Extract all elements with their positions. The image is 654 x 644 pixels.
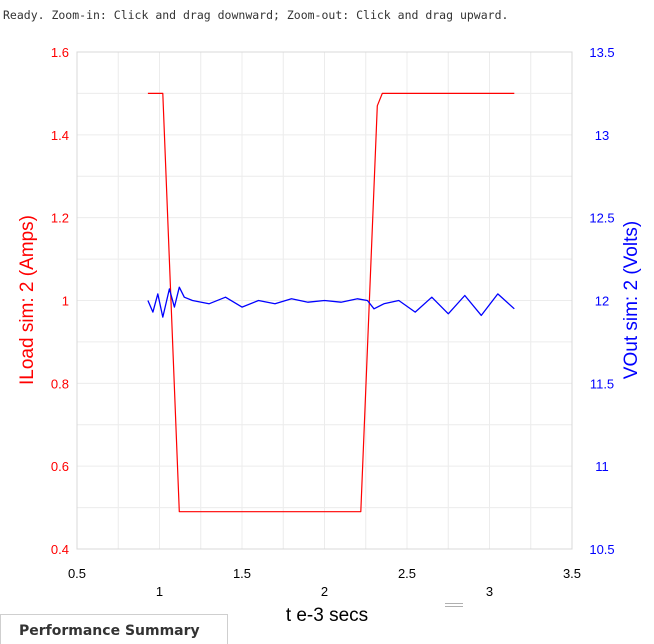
right-axis-tick-label: 13.5 — [589, 45, 614, 60]
x-axis-ticks-minor: 1 2 3 — [156, 584, 493, 599]
x-axis-ticks-major: 0.5 1.5 2.5 3.5 — [68, 566, 581, 581]
right-axis-tick-label: 11 — [595, 459, 609, 474]
right-axis-tick-label: 11.5 — [590, 376, 614, 391]
left-axis-tick-label: 1 — [62, 294, 69, 309]
status-bar-text: Ready. Zoom-in: Click and drag downward;… — [3, 8, 509, 22]
x-axis-label: t e-3 secs — [286, 605, 368, 626]
left-axis-ticks: 0.4 0.6 0.8 1 1.2 1.4 1.6 — [51, 45, 69, 557]
performance-summary-tab[interactable]: Performance Summary — [0, 614, 228, 644]
right-axis-label: VOut sim: 2 (Volts) — [621, 221, 642, 379]
left-axis-tick-label: 1.6 — [51, 45, 69, 60]
resize-grip-handle[interactable] — [445, 603, 463, 609]
right-axis-tick-label: 12 — [595, 294, 609, 309]
left-axis-tick-label: 1.2 — [51, 211, 69, 226]
x-axis-tick-label: 2.5 — [398, 566, 416, 581]
chart-series — [147, 92, 515, 513]
x-axis-tick-label: 1.5 — [233, 566, 251, 581]
left-axis-tick-label: 0.4 — [51, 542, 69, 557]
x-axis-tick-label: 2 — [321, 584, 328, 599]
left-axis-tick-label: 1.4 — [51, 128, 69, 143]
left-axis-label: ILoad sim: 2 (Amps) — [17, 215, 38, 385]
x-axis-tick-label: 1 — [156, 584, 163, 599]
x-axis-tick-label: 3 — [486, 584, 493, 599]
iload-series-line — [147, 92, 515, 513]
x-axis-tick-label: 0.5 — [68, 566, 86, 581]
vout-series-line — [147, 286, 515, 318]
x-axis-tick-label: 3.5 — [563, 566, 581, 581]
left-axis-tick-label: 0.8 — [51, 376, 69, 391]
plot-area-frame — [76, 51, 573, 550]
left-axis-tick-label: 0.6 — [51, 459, 69, 474]
right-axis-tick-label: 12.5 — [589, 211, 614, 226]
right-axis-tick-label: 10.5 — [589, 542, 614, 557]
right-axis-tick-label: 13 — [595, 128, 609, 143]
right-axis-ticks: 10.5 11 11.5 12 12.5 13 13.5 — [589, 45, 614, 557]
